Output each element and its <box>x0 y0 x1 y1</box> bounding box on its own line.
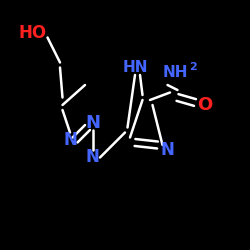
Text: N: N <box>86 148 100 166</box>
Text: HO: HO <box>18 24 46 42</box>
Text: NH: NH <box>162 65 188 80</box>
Text: N: N <box>63 131 77 149</box>
Text: N: N <box>160 141 174 159</box>
Text: 2: 2 <box>189 62 196 72</box>
Text: N: N <box>85 114 100 132</box>
Text: HN: HN <box>122 60 148 75</box>
Text: O: O <box>198 96 213 114</box>
